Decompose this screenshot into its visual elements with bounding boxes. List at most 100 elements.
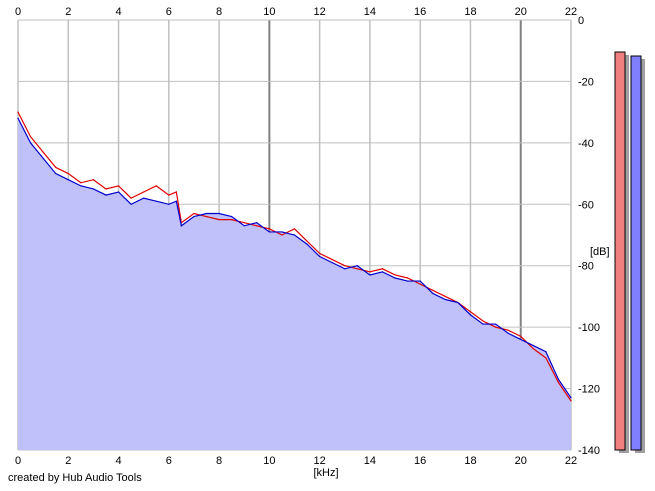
- data-point: [243, 225, 245, 227]
- data-point: [494, 323, 497, 325]
- x-tick-label: 14: [364, 455, 376, 467]
- y-tick-label: -120: [578, 384, 600, 396]
- data-point: [532, 348, 534, 350]
- data-point: [520, 338, 522, 341]
- data-point: [281, 234, 283, 236]
- x-tick-label: 0: [15, 455, 21, 467]
- data-point: [168, 203, 170, 205]
- data-point: [306, 243, 308, 245]
- data-point: [193, 215, 195, 218]
- data-point: [381, 271, 384, 273]
- data-point: [532, 344, 534, 347]
- x-tick-label: 22: [565, 455, 577, 467]
- x-ticks-bottom: 0 2 4 6 8 10 12 14 16 18 20 22: [15, 455, 577, 467]
- data-point: [457, 301, 459, 304]
- series-lines: [17, 111, 572, 402]
- x-axis-label: [kHz]: [313, 467, 338, 479]
- data-point: [256, 222, 258, 224]
- data-point: [444, 298, 446, 301]
- data-point: [143, 191, 145, 193]
- data-point: [268, 231, 270, 233]
- x-tick-label: 20: [515, 455, 527, 467]
- data-point: [175, 191, 177, 193]
- data-point: [432, 292, 434, 294]
- y-tick-label: -140: [578, 445, 600, 457]
- data-point: [432, 289, 434, 291]
- data-point: [319, 255, 321, 258]
- data-point: [281, 231, 283, 233]
- data-point: [29, 142, 32, 144]
- data-point: [507, 329, 509, 331]
- y-tick-label: -60: [578, 199, 594, 211]
- data-point: [256, 225, 258, 227]
- x-tick-label-top: 20: [515, 6, 527, 18]
- data-point: [17, 117, 19, 119]
- data-point: [117, 185, 120, 187]
- data-point: [331, 262, 333, 264]
- data-point: [205, 212, 208, 215]
- y-tick-label: -100: [578, 322, 600, 334]
- data-point: [180, 225, 182, 227]
- x-tick-label: 6: [166, 455, 172, 467]
- data-point: [545, 357, 547, 359]
- data-point: [218, 212, 220, 215]
- data-point: [369, 274, 371, 276]
- y-axis-label: [dB]: [590, 246, 610, 258]
- data-point: [155, 200, 157, 202]
- data-point: [356, 268, 358, 270]
- data-point: [105, 188, 107, 190]
- x-tick-label-top: 10: [263, 6, 275, 18]
- meter-right: [630, 55, 642, 451]
- y-tick-label: 0: [578, 15, 584, 27]
- data-point: [570, 397, 572, 399]
- data-point: [67, 179, 69, 181]
- x-tick-label: 10: [263, 455, 275, 467]
- data-point: [42, 151, 44, 153]
- x-tick-label: 18: [464, 455, 476, 467]
- x-tick-label: 4: [115, 455, 121, 467]
- y-tick-label: -20: [578, 76, 594, 88]
- data-point: [407, 277, 409, 279]
- data-point: [369, 271, 371, 273]
- data-point: [231, 219, 233, 221]
- x-tick-label-top: 16: [414, 6, 426, 18]
- data-point: [168, 194, 170, 196]
- data-point: [570, 400, 572, 402]
- data-point: [482, 323, 484, 325]
- data-point: [444, 295, 446, 298]
- data-point: [243, 222, 245, 224]
- data-point: [55, 172, 57, 175]
- x-tick-label: 2: [65, 455, 71, 467]
- x-tick-label-top: 14: [364, 6, 376, 18]
- x-tick-label-top: 4: [115, 6, 121, 18]
- x-tick-label: 16: [414, 455, 426, 467]
- data-point: [105, 194, 107, 196]
- data-point: [92, 179, 95, 181]
- x-tick-label-top: 22: [565, 6, 577, 18]
- data-point: [306, 240, 308, 242]
- data-point: [557, 378, 560, 380]
- data-point: [469, 311, 472, 313]
- data-point: [231, 215, 233, 218]
- data-point: [205, 215, 208, 218]
- data-point: [92, 188, 95, 190]
- data-point: [117, 191, 120, 193]
- data-point: [494, 326, 497, 328]
- data-point: [268, 228, 270, 230]
- y-tick-label: -80: [578, 261, 594, 273]
- data-point: [17, 111, 19, 113]
- data-point: [55, 166, 57, 169]
- x-tick-label-top: 0: [15, 6, 21, 18]
- x-tick-label-top: 12: [314, 6, 326, 18]
- data-point: [42, 157, 44, 159]
- data-point: [67, 172, 69, 175]
- x-tick-label: 12: [314, 455, 326, 467]
- y-tick-label: -40: [578, 138, 594, 150]
- data-point: [381, 268, 384, 270]
- series-blue-line: [17, 118, 572, 399]
- data-point: [419, 280, 421, 282]
- level-meters: [614, 51, 645, 453]
- x-ticks-top: 0 2 4 6 8 10 12 14 16 18 20 22: [15, 6, 577, 18]
- data-point: [344, 265, 346, 267]
